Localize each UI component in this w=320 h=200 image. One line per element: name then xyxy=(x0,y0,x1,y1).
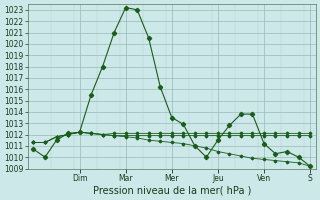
X-axis label: Pression niveau de la mer( hPa ): Pression niveau de la mer( hPa ) xyxy=(92,186,251,196)
